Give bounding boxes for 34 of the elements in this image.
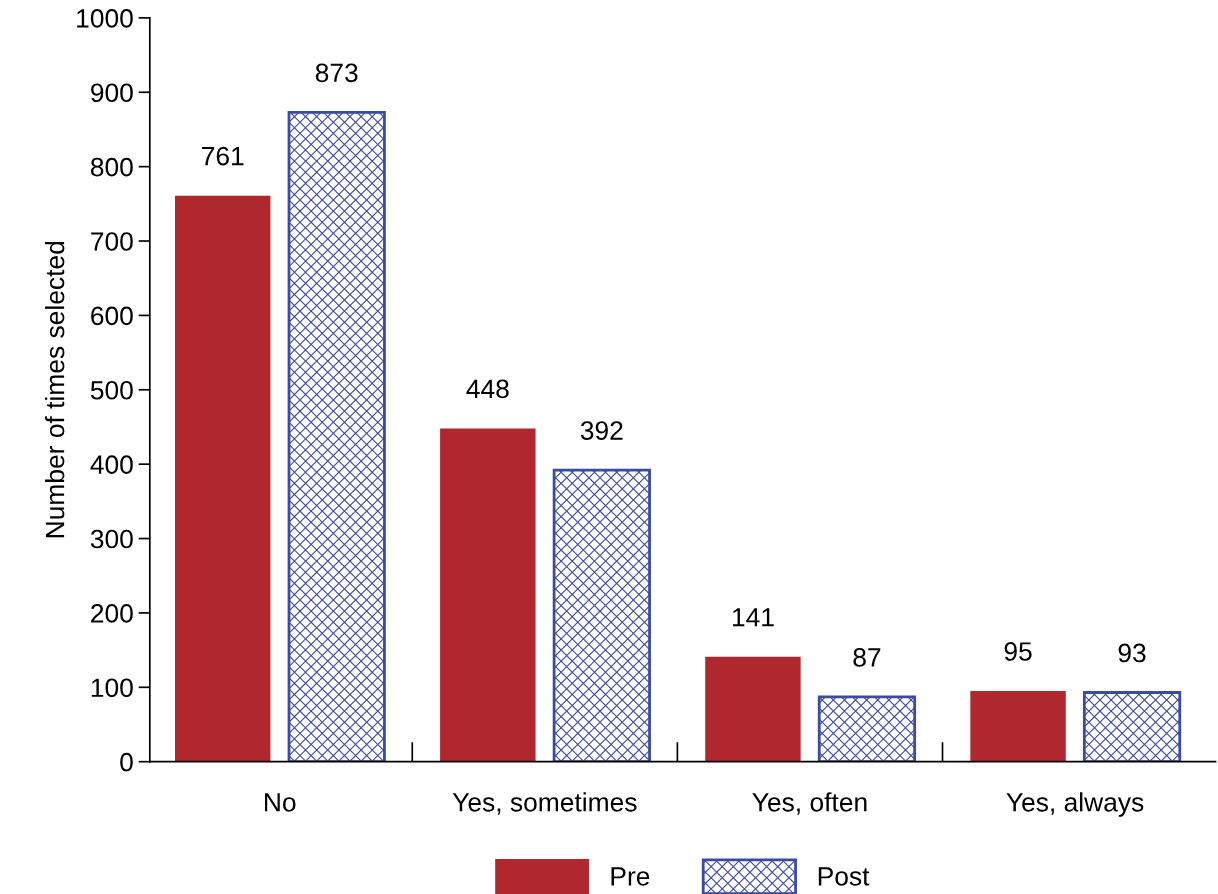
y-tick-label: 200 [91,604,133,623]
y-tick-label: 800 [90,157,133,177]
y-tick-label: 600 [91,306,133,326]
data-label: 95 [1004,642,1032,661]
data-label: 141 [732,608,774,627]
y-tick-label: 1000 [77,9,133,28]
y-axis-title: Number of times selected [44,241,65,538]
x-tick-label: No [265,793,296,812]
data-label: 448 [466,379,509,399]
bar [552,468,651,762]
y-tick-label: 300 [90,529,133,549]
y-tick-label: 0 [120,752,133,772]
bar [970,691,1066,762]
bar [1082,691,1182,762]
y-tick-label: 500 [90,380,133,400]
y-tick-label: 400 [90,455,133,474]
bar [175,195,271,762]
data-label: 392 [580,421,623,440]
bar [705,656,801,762]
data-label: 761 [202,146,244,166]
data-label: 873 [315,63,358,83]
legend-label: Pre [611,867,650,886]
x-tick-label: Yes, often [752,792,867,815]
bar [817,695,917,762]
y-tick-label: 700 [91,232,133,251]
legend-label: Post [818,867,870,886]
bar [440,428,536,762]
y-tick-label: 100 [91,678,133,698]
data-label: 87 [853,648,881,667]
x-tick-label: Yes, sometimes [452,792,637,815]
y-tick-label: 900 [91,83,133,103]
bar [287,110,386,762]
data-label: 93 [1118,643,1146,663]
x-tick-label: Yes, always [1006,792,1144,817]
